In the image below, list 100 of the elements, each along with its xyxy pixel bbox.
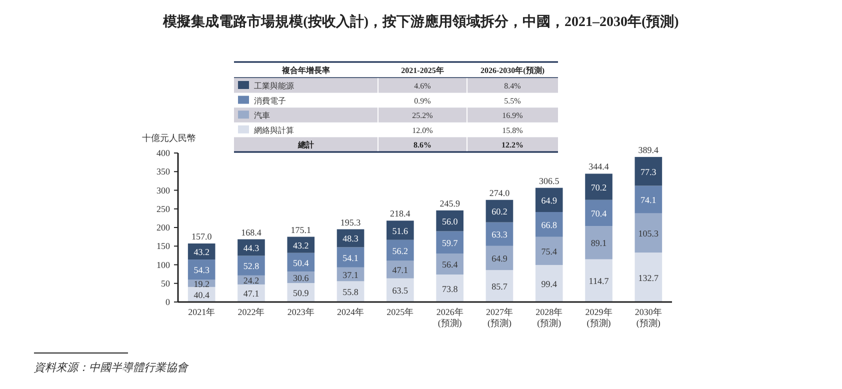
total-label: 245.9 <box>440 198 460 208</box>
bar <box>436 210 464 232</box>
data-label: 51.6 <box>392 226 409 236</box>
data-label: 63.5 <box>392 286 409 296</box>
bar <box>535 188 563 212</box>
y-tick-label: 350 <box>156 166 170 177</box>
bar <box>535 236 563 265</box>
bar <box>287 252 315 272</box>
legend-label: 汽車 <box>254 111 270 120</box>
data-label: 73.8 <box>442 284 458 294</box>
data-label: 56.4 <box>442 260 458 270</box>
data-label: 66.8 <box>541 220 558 230</box>
text: 2026-2030年(預測) <box>480 66 545 75</box>
data-label: 47.1 <box>243 288 260 299</box>
legend-label: 網絡與計算 <box>253 126 294 135</box>
data-label: 60.2 <box>492 206 508 217</box>
bar <box>436 231 464 254</box>
bar <box>436 274 464 302</box>
data-label: 56.2 <box>392 246 408 256</box>
bar <box>634 213 662 253</box>
y-tick-label: 200 <box>156 222 170 232</box>
total-label: 306.5 <box>538 176 560 186</box>
data-label: 30.6 <box>293 272 310 283</box>
text: 8.4% <box>504 82 522 90</box>
data-label: 50.9 <box>293 288 310 298</box>
x-tick-label: 2027年 (預測) <box>486 307 513 328</box>
data-label: 52.8 <box>243 261 260 272</box>
source-note: 資料來源：中國半導體行業協會 <box>34 361 189 374</box>
data-label: 54.3 <box>194 265 210 276</box>
bar <box>585 226 612 260</box>
total-label: 344.4 <box>588 162 610 172</box>
text: 12.2% <box>502 140 524 150</box>
data-label: 55.8 <box>342 287 359 298</box>
legend-label: 工業與能源 <box>254 82 294 90</box>
bar <box>634 156 662 186</box>
y-tick-label: 250 <box>156 204 170 214</box>
x-tick-label: 2028年 (預測) <box>536 307 563 328</box>
x-tick-label: 2021年 <box>188 307 216 317</box>
text: 4.6% <box>414 82 432 90</box>
data-label: 40.4 <box>194 290 210 300</box>
text: 2021-2025年 <box>401 66 444 75</box>
total-label: 157.0 <box>191 231 212 242</box>
data-label: 89.1 <box>590 238 607 248</box>
x-tick-label: 2025年 <box>386 307 414 317</box>
bar <box>238 239 265 256</box>
x-tick-label: 2022年 <box>238 307 265 317</box>
bar <box>336 247 364 268</box>
bar <box>486 246 514 270</box>
y-axis-title: 十億元人民幣 <box>142 133 196 143</box>
data-label: 85.7 <box>492 282 508 292</box>
data-label: 50.4 <box>293 258 310 268</box>
data-label: 77.3 <box>640 166 657 177</box>
bar <box>486 222 514 246</box>
data-label: 63.3 <box>492 230 508 240</box>
data-label: 132.7 <box>638 272 660 283</box>
bar <box>585 200 612 226</box>
x-tick-label: 2023年 <box>287 307 314 317</box>
text: 8.6% <box>414 140 432 150</box>
x-tick-label: 2029年 (預測) <box>585 307 612 328</box>
data-label: 56.0 <box>442 216 458 226</box>
bar <box>486 270 514 302</box>
bar <box>585 174 612 200</box>
bar <box>634 252 662 302</box>
text: 25.2% <box>412 111 434 120</box>
bar <box>238 256 265 276</box>
bar <box>188 260 216 280</box>
total-label: 274.0 <box>489 188 510 198</box>
data-label: 54.1 <box>342 252 358 263</box>
data-label: 44.3 <box>243 243 260 254</box>
data-label: 70.4 <box>590 208 608 218</box>
data-label: 43.2 <box>293 240 309 250</box>
data-label: 64.9 <box>492 253 508 264</box>
data-label: 70.2 <box>590 182 607 192</box>
legend-label: 消費電子 <box>254 96 286 106</box>
total-label: 218.4 <box>390 208 411 219</box>
total-label: 175.1 <box>290 224 312 235</box>
y-tick-label: 100 <box>156 260 170 270</box>
bar <box>386 220 414 240</box>
data-label: 75.4 <box>541 246 558 256</box>
x-tick-label: 2024年 <box>337 307 364 317</box>
bar <box>535 212 563 237</box>
bar <box>436 254 464 275</box>
data-label: 37.1 <box>342 270 358 280</box>
bar <box>535 264 563 302</box>
data-label: 43.2 <box>194 247 210 258</box>
x-tick-label: 2026年 (預測) <box>436 307 464 328</box>
text: 0.9% <box>414 96 432 106</box>
bar <box>634 186 662 214</box>
data-label: 19.2 <box>194 278 210 289</box>
bar <box>386 278 414 302</box>
data-label: 47.1 <box>392 265 408 276</box>
chart-title: 模擬集成電路市場規模(按收入計)，按下游應用領域拆分，中國，2021–2030年(預測) <box>162 13 680 30</box>
text: 16.9% <box>502 111 524 120</box>
y-tick-label: 50 <box>161 278 170 288</box>
total-label: 195.3 <box>340 217 362 228</box>
text: 5.5% <box>504 96 522 106</box>
data-label: 114.7 <box>588 276 610 286</box>
y-tick-label: 150 <box>156 241 170 252</box>
data-label: 74.1 <box>640 195 656 206</box>
data-label: 105.3 <box>638 228 660 238</box>
